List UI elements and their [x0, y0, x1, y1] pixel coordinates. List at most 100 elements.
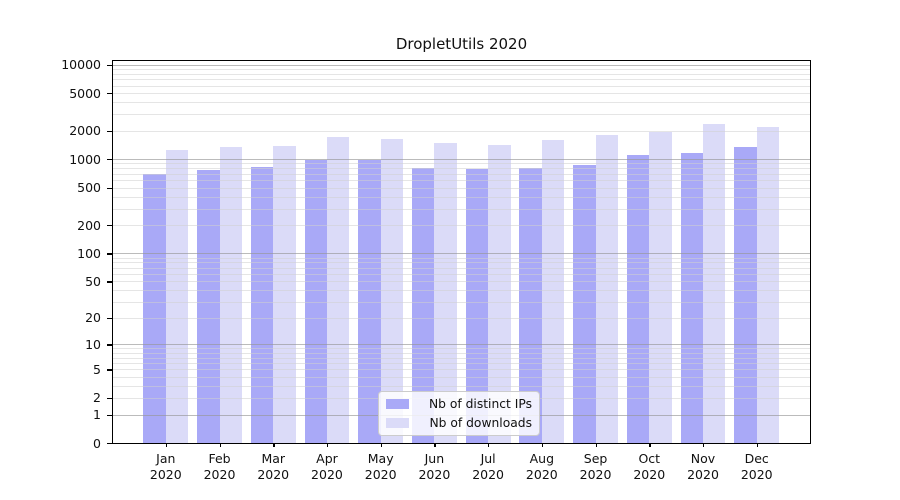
gridline-minor [113, 187, 810, 189]
bar-jul-downloads [488, 145, 511, 443]
x-axis-tick [165, 443, 168, 447]
gridline-minor [113, 267, 810, 269]
x-axis-tick [703, 443, 705, 447]
x-axis-tick [595, 443, 597, 447]
bars-layer [113, 61, 810, 443]
gridline-minor [113, 290, 810, 292]
gridline-major [113, 344, 810, 346]
x-tick-label-may: May 2020 [364, 451, 397, 482]
y-tick-label: 1000 [69, 151, 101, 167]
plot-area: 0 1 2 5 10 20 50 100 200 500 1000 2000 5000 10000 Jan 2… [61, 57, 811, 482]
gridline-minor [113, 301, 810, 303]
y-tick-label: 2 [93, 390, 101, 406]
x-axis-tick [273, 443, 275, 447]
y-axis-tick [107, 443, 112, 445]
gridline-minor [113, 102, 810, 104]
gridline-minor [113, 130, 810, 132]
y-tick-label: 5 [93, 361, 101, 377]
bar-mar-downloads [273, 145, 296, 443]
bar-apr-downloads [326, 137, 350, 443]
x-tick-label-nov: Nov 2020 [687, 451, 719, 482]
bar-feb-downloads [219, 147, 242, 443]
bar-apr-ips [304, 160, 327, 443]
y-axis-tick [107, 414, 112, 416]
bar-may-ips [358, 159, 381, 443]
y-tick-label: 200 [77, 217, 101, 233]
y-tick-label: 10000 [61, 57, 101, 73]
grid-layer [113, 61, 810, 443]
gridline-minor [113, 68, 810, 70]
gridline-minor [113, 274, 810, 276]
x-axis-tick [488, 443, 490, 447]
legend-label-downloads: Nb of downloads [429, 416, 532, 430]
gridline-minor [113, 73, 810, 75]
gridline-minor [113, 208, 810, 210]
y-tick-label: 100 [77, 245, 101, 261]
legend-swatch-distinct-ips [386, 399, 409, 409]
y-axis-tick [107, 130, 112, 132]
y-axis-tick [107, 317, 112, 320]
y-axis-tick [107, 397, 112, 400]
x-tick-label-feb: Feb 2020 [203, 451, 236, 482]
gridline-minor [113, 348, 810, 350]
bar-feb-ips [197, 169, 220, 443]
bar-dec-ips [734, 146, 757, 443]
gridline-major [113, 64, 810, 66]
y-tick-label: 2000 [69, 123, 101, 139]
y-tick-label: 20 [85, 310, 101, 326]
gridline-minor [113, 225, 810, 227]
gridline-minor [113, 114, 810, 116]
gridline-minor [113, 85, 810, 87]
x-axis-tick [434, 443, 436, 447]
gridline-minor [113, 281, 810, 283]
bar-oct-ips [626, 154, 650, 443]
bar-mar-ips [250, 167, 274, 443]
x-tick-label-jun: Jun 2020 [418, 451, 451, 482]
y-tick-label: 5000 [69, 85, 101, 101]
y-axis-tick [107, 253, 112, 255]
x-tick-label-dec: Dec 2020 [740, 451, 773, 482]
x-tick-label-apr: Apr 2020 [311, 451, 343, 482]
legend-label-distinct-ips: Nb of distinct IPs [428, 397, 532, 411]
x-tick-label-sep: Sep 2020 [579, 451, 612, 482]
x-axis-tick [326, 443, 329, 447]
gridline-minor [113, 196, 810, 198]
y-tick-label: 500 [77, 180, 101, 196]
bar-aug-ips [519, 167, 542, 443]
x-tick-label-jul: Jul 2020 [472, 451, 505, 482]
gridline-minor [113, 163, 810, 165]
gridline-minor [113, 352, 810, 354]
x-axis-tick [380, 443, 382, 447]
bar-aug-downloads [541, 140, 565, 443]
x-axis-tick [756, 443, 759, 447]
gridline-minor [113, 357, 810, 359]
y-tick-label: 50 [85, 273, 101, 289]
chart-title: DropletUtils 2020 [395, 35, 528, 53]
x-tick-label-oct: Oct 2020 [633, 451, 666, 482]
y-axis-tick [107, 159, 112, 161]
y-axis-tick [107, 369, 112, 371]
y-tick-label: 10 [85, 336, 101, 352]
y-axis-tick [107, 187, 112, 189]
x-axis-tick [219, 443, 221, 447]
bar-sep-ips [573, 165, 596, 443]
bar-jul-ips [465, 168, 489, 443]
bar-jun-ips [412, 167, 435, 443]
y-axis-tick [107, 64, 112, 66]
x-tick-label-jan: Jan 2020 [149, 451, 182, 482]
gridline-major [113, 159, 810, 161]
gridline-minor [113, 376, 810, 378]
legend: Nb of distinct IPs Nb of downloads [378, 391, 540, 436]
y-axis-tick [107, 225, 112, 227]
bar-jan-ips [143, 173, 166, 443]
x-axis-tick [541, 443, 544, 447]
y-axis-tick [107, 344, 112, 346]
gridline-minor [113, 257, 810, 259]
bar-jun-downloads [434, 142, 457, 443]
y-tick-label: 0 [93, 435, 101, 451]
legend-entry-downloads: Nb of downloads [386, 416, 532, 430]
gridline-minor [113, 180, 810, 182]
bar-sep-downloads [595, 135, 618, 443]
gridline-minor [113, 173, 810, 175]
